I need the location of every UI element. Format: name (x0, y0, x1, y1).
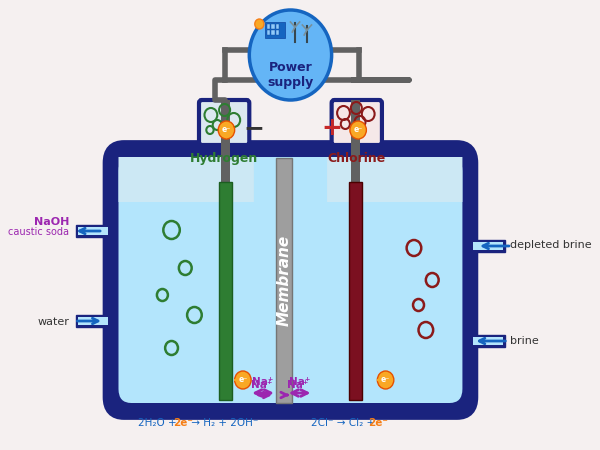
Polygon shape (473, 242, 503, 250)
Polygon shape (219, 182, 232, 400)
Text: caustic soda: caustic soda (8, 227, 69, 237)
FancyBboxPatch shape (327, 157, 463, 202)
Text: e⁻: e⁻ (222, 126, 231, 135)
Bar (266, 30, 271, 35)
Bar (276, 24, 280, 29)
Text: 2e⁻: 2e⁻ (173, 418, 193, 428)
Polygon shape (473, 337, 503, 345)
Polygon shape (221, 100, 230, 182)
Text: Na⁺: Na⁺ (287, 380, 308, 390)
Polygon shape (473, 335, 505, 347)
Text: 2Cl⁻ → Cl₂ +: 2Cl⁻ → Cl₂ + (311, 418, 378, 428)
Text: Na⁺: Na⁺ (289, 377, 310, 387)
Text: brine: brine (510, 336, 539, 346)
Circle shape (255, 19, 264, 29)
Bar (265, 22, 285, 38)
Text: 2e⁻: 2e⁻ (368, 418, 388, 428)
Circle shape (235, 371, 251, 389)
Text: Power
supply: Power supply (268, 61, 314, 89)
Text: Hydrogen: Hydrogen (190, 152, 258, 165)
Bar (271, 24, 275, 29)
Text: water: water (37, 317, 69, 327)
Polygon shape (351, 100, 360, 182)
FancyBboxPatch shape (199, 100, 250, 145)
Text: Chlorine: Chlorine (327, 152, 385, 165)
Polygon shape (349, 182, 362, 400)
Circle shape (377, 371, 394, 389)
Text: Na⁺: Na⁺ (253, 377, 274, 387)
Polygon shape (78, 317, 107, 325)
Bar (276, 30, 280, 35)
Text: Membrane: Membrane (277, 234, 292, 326)
Bar (271, 30, 275, 35)
Text: +: + (321, 116, 342, 140)
Text: NaOH: NaOH (34, 217, 69, 227)
Circle shape (350, 121, 367, 139)
Text: e⁻: e⁻ (353, 126, 363, 135)
Polygon shape (78, 227, 107, 235)
FancyBboxPatch shape (118, 157, 254, 202)
Polygon shape (473, 240, 505, 252)
Polygon shape (76, 225, 107, 237)
Text: e⁻: e⁻ (238, 375, 248, 384)
Bar (266, 24, 271, 29)
Circle shape (250, 10, 332, 100)
Circle shape (218, 121, 235, 139)
FancyBboxPatch shape (332, 100, 382, 145)
Text: Na⁺: Na⁺ (251, 380, 272, 390)
FancyBboxPatch shape (107, 145, 473, 415)
FancyBboxPatch shape (118, 157, 463, 403)
Text: −: − (244, 116, 265, 140)
Polygon shape (76, 315, 107, 327)
Text: e⁻: e⁻ (381, 375, 390, 384)
Text: → H₂ + 2OH⁻: → H₂ + 2OH⁻ (188, 418, 259, 428)
Polygon shape (276, 158, 292, 403)
Text: 2H₂O +: 2H₂O + (138, 418, 179, 428)
Text: depleted brine: depleted brine (510, 240, 592, 250)
